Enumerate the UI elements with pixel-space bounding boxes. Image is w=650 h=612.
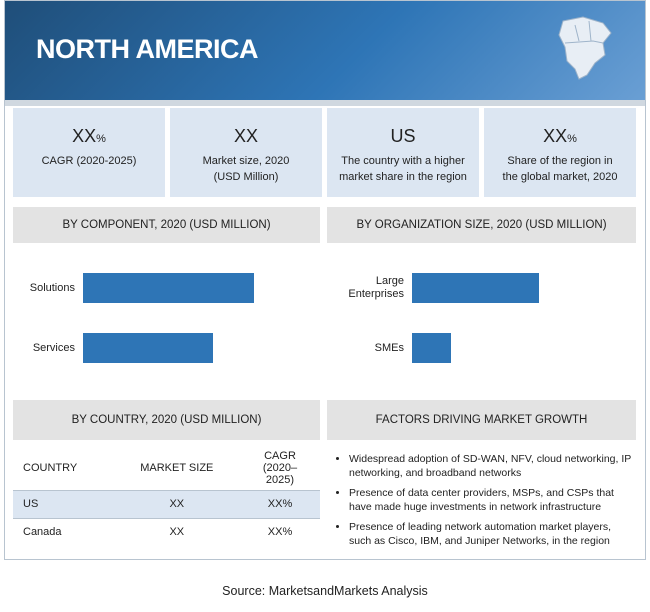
column-header: COUNTRY <box>23 461 78 474</box>
kpi-card: XX% Share of the region in the global mark… <box>484 108 636 197</box>
column-header: MARKET SIZE <box>140 461 214 474</box>
header <box>5 1 645 100</box>
map-icon <box>558 16 612 80</box>
bar-row: Large Enterprises <box>327 273 636 303</box>
source: Source: MarketsandMarkets Analysis <box>222 584 428 598</box>
category-label: Solutions <box>29 281 75 294</box>
category-label: SMEs <box>374 341 404 354</box>
section-title: BY COUNTRY, 2020 (USD MILLION) <box>13 400 320 440</box>
chart: Large Enterprises SMEs <box>327 243 636 395</box>
bar <box>83 333 214 363</box>
factor: Widespread adoption of SD-WAN, NFV, clou… <box>349 452 633 480</box>
bar-row: SMEs <box>327 333 636 363</box>
kpi-number: XX <box>233 126 258 146</box>
section-title: FACTORS DRIVING MARKET GROWTH <box>327 400 636 440</box>
table-cell: XX <box>169 498 185 510</box>
table-row: Canada XX XX% <box>13 518 320 546</box>
kpi-label-line: CAGR (2020-2025) <box>41 155 137 167</box>
table-row: US XX XX% <box>13 490 320 518</box>
kpi-value: XX% <box>13 126 165 147</box>
kpi-label-line: (USD Million) <box>213 171 279 183</box>
section-title: BY COMPONENT, 2020 (USD MILLION) <box>13 207 320 243</box>
kpi-unit: % <box>96 133 106 145</box>
kpi-label-line: Market size, 2020 <box>202 155 290 167</box>
bar-row: Services <box>13 333 320 363</box>
table-cell: XX% <box>267 498 293 510</box>
column-header: CAGR (2020–2025) <box>262 449 298 486</box>
category-label: Large Enterprises <box>348 275 404 300</box>
kpi-value: US <box>327 126 479 147</box>
factor: Presence of leading network automation m… <box>349 520 633 548</box>
table-cell: XX <box>169 526 185 539</box>
section-title: BY ORGANIZATION SIZE, 2020 (USD MILLION) <box>327 207 636 243</box>
kpi-number: US <box>390 126 416 146</box>
table-header: COUNTRY MARKET SIZE CAGR (2020–2025) <box>13 446 320 490</box>
table-cell: XX% <box>267 526 293 539</box>
kpi-label-line: the global market, 2020 <box>502 171 618 183</box>
kpi-label-line: market share in the region <box>339 171 467 183</box>
kpi-number: XX <box>543 126 568 146</box>
kpi-card: XX% CAGR (2020-2025) <box>13 108 165 197</box>
kpi-unit: % <box>567 133 577 145</box>
kpi-label: The country with a higher market share in… <box>327 153 479 185</box>
kpi-value: XX <box>170 126 322 147</box>
factor: Presence of data center providers, MSPs,… <box>349 486 633 514</box>
country-table: COUNTRY MARKET SIZE CAGR (2020–2025) US XX XX… <box>13 446 320 546</box>
kpi-number: XX <box>72 126 97 146</box>
factor-list: Widespread adoption of SD-WAN, NFV, clou… <box>333 452 633 548</box>
bar <box>412 333 451 363</box>
kpi-label: CAGR (2020-2025) <box>13 153 165 169</box>
title: NORTH AMERICA <box>36 34 259 64</box>
band <box>5 100 645 106</box>
table-cell: US <box>23 498 39 510</box>
kpi-label: Market size, 2020 (USD Million) <box>170 153 322 185</box>
bar <box>412 273 540 303</box>
kpi-label: Share of the region in the global market,… <box>484 153 636 185</box>
kpi-value: XX% <box>484 126 636 147</box>
bar <box>83 273 254 303</box>
kpi-label-line: The country with a higher <box>341 155 465 167</box>
chart: Solutions Services <box>13 243 320 395</box>
table-cell: Canada <box>23 526 62 539</box>
factors: Widespread adoption of SD-WAN, NFV, clou… <box>333 452 633 554</box>
kpi-card: XX Market size, 2020 (USD Million) <box>170 108 322 197</box>
category-label: Services <box>32 341 75 354</box>
kpi-label-line: Share of the region in <box>507 155 613 167</box>
bar-row: Solutions <box>13 273 320 303</box>
kpi-card: US The country with a higher market share … <box>327 108 479 197</box>
